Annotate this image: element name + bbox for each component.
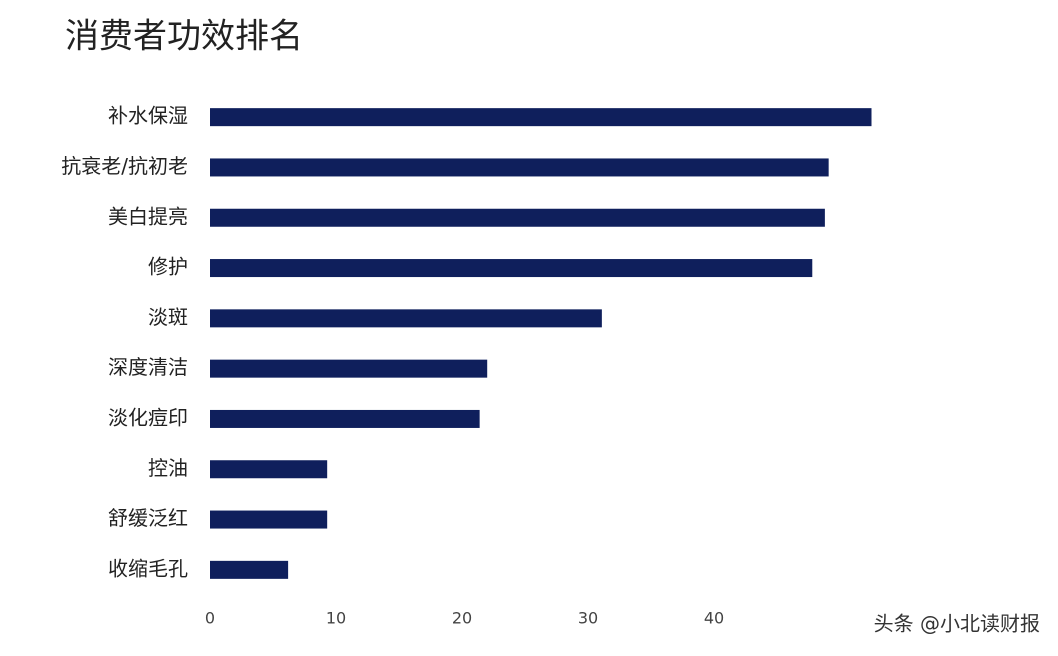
y-tick-label: 补水保湿: [108, 104, 188, 128]
y-tick-label: 收缩毛孔: [108, 556, 188, 580]
y-tick-label: 美白提亮: [108, 204, 188, 228]
bar: [210, 309, 602, 328]
bar: [210, 359, 488, 378]
y-tick-label: 淡化痘印: [108, 405, 188, 429]
x-tick-label: 40: [704, 609, 724, 628]
x-tick-label: 0: [205, 609, 215, 628]
bar: [210, 560, 289, 579]
y-tick-label: 控油: [148, 456, 188, 480]
x-tick-label: 20: [452, 609, 472, 628]
y-tick-label: 淡斑: [148, 305, 188, 329]
y-tick-label: 深度清洁: [108, 355, 188, 379]
y-tick-label: 抗衰老/抗初老: [61, 154, 188, 178]
watermark: 头条 @小北读财报: [874, 612, 1040, 636]
bar: [210, 108, 872, 127]
bar: [210, 510, 328, 529]
y-tick-label: 舒缓泛红: [108, 506, 188, 530]
x-tick-label: 30: [578, 609, 598, 628]
chart-title: 消费者功效排名: [65, 17, 303, 57]
bar: [210, 409, 480, 428]
bar: [210, 460, 328, 479]
bar: [210, 208, 825, 227]
x-tick-label: 10: [326, 609, 346, 628]
y-tick-label: 修护: [148, 255, 188, 279]
bar: [210, 158, 829, 177]
bar: [210, 259, 813, 278]
